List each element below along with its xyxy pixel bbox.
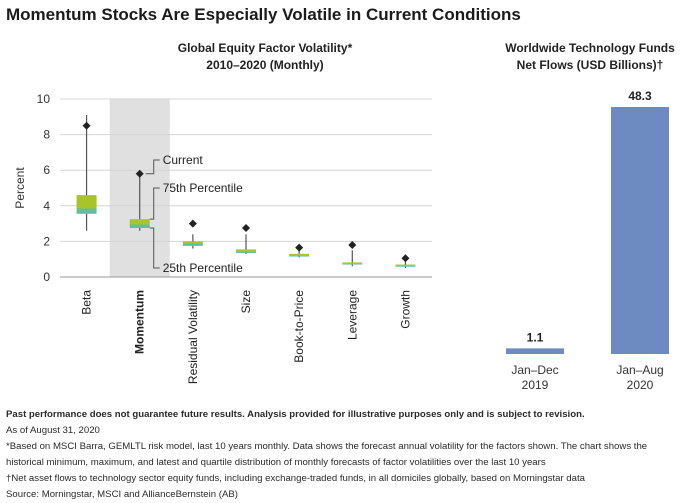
flows-chart-title-line1: Worldwide Technology Funds [505, 41, 675, 55]
category-label: Residual Volatility [186, 290, 200, 384]
bar-data-label: 1.1 [527, 330, 544, 344]
category-label: Growth [398, 290, 412, 329]
bar-category-label-line1: Jan–Dec [511, 363, 558, 377]
box-upper-quartile [129, 219, 150, 225]
box-upper-quartile [289, 253, 310, 256]
volatility-chart-title: Global Equity Factor Volatility* 2010–20… [100, 40, 430, 74]
source-note: Source: Morningstar, MSCI and AllianceBe… [6, 489, 238, 500]
box-upper-quartile [395, 264, 416, 266]
annotation-75th-percentile: 75th Percentile [163, 181, 243, 195]
current-value-marker [242, 224, 250, 233]
volatility-chart-title-line2: 2010–2020 (Monthly) [206, 58, 324, 72]
callout-line-75th [149, 187, 160, 220]
box-lower-quartile [236, 251, 256, 253]
flows-chart-title: Worldwide Technology Funds Net Flows (US… [490, 40, 690, 74]
current-value-marker [188, 219, 197, 228]
y-axis-label: Percent [13, 167, 27, 209]
y-tick-label: 0 [43, 270, 50, 284]
main-title: Momentum Stocks Are Especially Volatile … [6, 5, 521, 24]
footnotes: Past performance does not guarantee futu… [6, 407, 686, 503]
y-tick-label: 10 [37, 92, 51, 106]
bar-category-label-line1: Jan–Aug [616, 363, 663, 377]
flow-bar [506, 348, 564, 354]
volatility-chart-title-line1: Global Equity Factor Volatility* [177, 41, 353, 55]
category-label: Size [239, 290, 253, 314]
flows-chart-title-line2: Net Flows (USD Billions)† [516, 58, 664, 72]
y-tick-label: 8 [43, 128, 50, 142]
current-value-marker [82, 121, 91, 130]
current-value-marker [348, 240, 357, 249]
as-of-date: As of August 31, 2020 [6, 425, 100, 436]
category-label: Book-to-Price [292, 290, 306, 363]
box-lower-quartile [129, 224, 150, 229]
box-upper-quartile [342, 262, 363, 264]
flow-bar [611, 107, 669, 354]
y-tick-label: 2 [43, 234, 50, 248]
y-tick-label: 6 [43, 163, 50, 177]
category-label: Beta [80, 290, 94, 315]
footnote-star: *Based on MSCI Barra, GEMLTL risk model,… [6, 441, 648, 468]
annotation-current: Current [163, 153, 204, 167]
bar-data-label: 48.3 [628, 89, 652, 103]
category-label: Momentum [133, 290, 147, 354]
callout-line-25th [149, 227, 160, 269]
callout-line-current [145, 159, 160, 175]
y-tick-label: 4 [43, 199, 50, 213]
bar-category-label-line2: 2019 [522, 378, 549, 392]
box-lower-quartile [76, 208, 97, 214]
footnote-dagger: †Net asset flows to technology sector eq… [6, 473, 585, 484]
box-lower-quartile [395, 265, 416, 267]
current-value-marker [135, 169, 144, 178]
disclaimer: Past performance does not guarantee futu… [6, 409, 585, 420]
box-upper-quartile [76, 195, 97, 209]
bar-category-label-line2: 2020 [627, 378, 654, 392]
box-upper-quartile [182, 241, 203, 244]
box-lower-quartile [342, 263, 363, 265]
current-value-marker [401, 254, 410, 263]
box-lower-quartile [289, 255, 310, 257]
box-upper-quartile [236, 249, 256, 252]
current-value-marker [295, 243, 304, 252]
annotation-25th-percentile: 25th Percentile [163, 261, 243, 275]
category-label: Leverage [345, 290, 359, 340]
box-lower-quartile [182, 243, 203, 246]
